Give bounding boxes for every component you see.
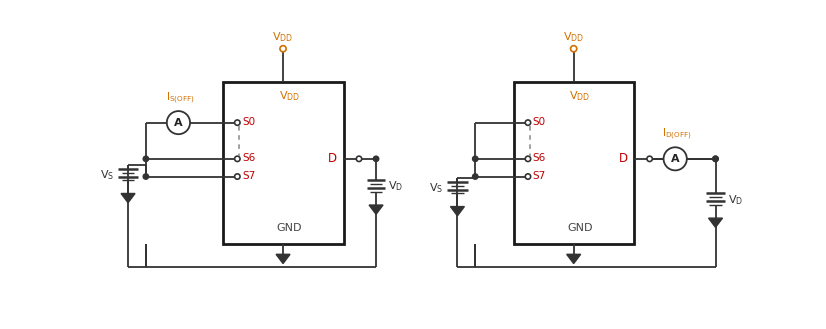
Text: V$_{\rm DD}$: V$_{\rm DD}$ xyxy=(279,89,300,103)
Circle shape xyxy=(571,46,577,52)
Text: GND: GND xyxy=(277,223,302,233)
Text: I$_{\rm S(OFF)}$: I$_{\rm S(OFF)}$ xyxy=(165,90,194,106)
Bar xyxy=(223,82,344,243)
Polygon shape xyxy=(121,193,135,203)
Text: S0: S0 xyxy=(533,117,546,127)
Circle shape xyxy=(647,156,653,162)
Text: V$_{\rm D}$: V$_{\rm D}$ xyxy=(728,193,743,207)
Circle shape xyxy=(280,46,286,52)
Circle shape xyxy=(356,156,362,162)
Text: S6: S6 xyxy=(242,153,255,163)
Text: S6: S6 xyxy=(533,153,546,163)
Text: D: D xyxy=(328,152,337,164)
Polygon shape xyxy=(567,254,581,264)
Circle shape xyxy=(525,156,530,162)
Circle shape xyxy=(525,120,530,125)
Text: GND: GND xyxy=(567,223,593,233)
Circle shape xyxy=(525,174,530,179)
Text: A: A xyxy=(671,154,680,164)
Polygon shape xyxy=(450,207,464,216)
Text: I$_{\rm D(OFF)}$: I$_{\rm D(OFF)}$ xyxy=(662,126,691,142)
Text: A: A xyxy=(174,118,183,128)
Text: V$_{\rm D}$: V$_{\rm D}$ xyxy=(388,180,404,193)
Circle shape xyxy=(713,156,719,162)
Circle shape xyxy=(373,156,379,162)
Text: V$_{\rm S}$: V$_{\rm S}$ xyxy=(100,168,114,182)
Text: V$_{\rm DD}$: V$_{\rm DD}$ xyxy=(569,89,591,103)
Circle shape xyxy=(235,120,240,125)
Circle shape xyxy=(472,156,478,162)
Text: V$_{\rm S}$: V$_{\rm S}$ xyxy=(430,181,444,195)
Text: S0: S0 xyxy=(242,117,255,127)
Circle shape xyxy=(235,156,240,162)
Text: S7: S7 xyxy=(242,171,255,181)
Polygon shape xyxy=(709,218,723,227)
Circle shape xyxy=(663,147,687,170)
Text: D: D xyxy=(619,152,628,164)
Bar xyxy=(514,82,634,243)
Polygon shape xyxy=(276,254,290,264)
Text: V$_{\rm DD}$: V$_{\rm DD}$ xyxy=(563,30,584,44)
Circle shape xyxy=(713,156,719,162)
Polygon shape xyxy=(369,205,383,214)
Circle shape xyxy=(235,174,240,179)
Circle shape xyxy=(143,156,149,162)
Text: V$_{\rm DD}$: V$_{\rm DD}$ xyxy=(273,30,294,44)
Circle shape xyxy=(472,174,478,179)
Circle shape xyxy=(143,174,149,179)
Text: S7: S7 xyxy=(533,171,546,181)
Circle shape xyxy=(167,111,190,134)
